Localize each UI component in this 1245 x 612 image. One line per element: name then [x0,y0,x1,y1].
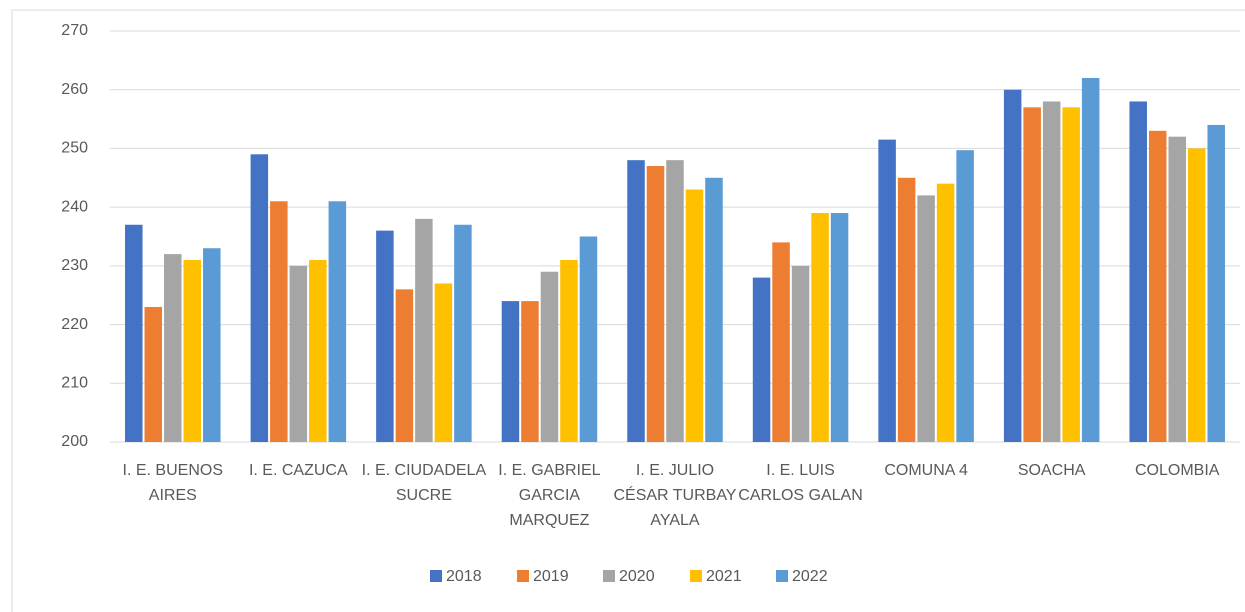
bar [1187,148,1206,442]
bar [917,195,935,442]
legend-swatch [603,570,615,582]
bar [830,213,849,442]
y-tick-label: 210 [61,375,88,392]
legend-label: 2019 [533,568,569,585]
bar [415,218,433,442]
bar [646,166,665,443]
x-tick-label: I. E. CAZUCA [248,462,348,479]
bar [752,277,771,442]
bar [144,306,163,442]
bar [183,259,202,442]
y-tick-label: 200 [61,433,88,450]
bar [1081,77,1100,442]
bar [203,248,221,442]
bar [250,154,269,443]
bar [685,189,704,442]
bar [270,201,288,442]
bar [936,183,955,442]
bar [791,265,810,442]
bar [454,224,472,442]
bar [956,150,974,442]
bar [501,301,520,442]
legend-swatch [517,570,529,582]
bar [1023,107,1041,442]
y-tick-label: 240 [61,198,88,215]
x-tick-label: I. E. JULIO CÉSAR TURBAY AYALA [613,462,737,529]
legend-label: 2018 [446,568,482,585]
bar [540,271,559,442]
bar [811,213,829,442]
bar [125,224,143,442]
legend-label: 2022 [792,568,828,585]
bar [289,265,308,442]
bar [579,236,598,442]
bar [328,201,347,442]
y-tick-label: 230 [61,257,88,274]
bar [395,289,414,442]
x-tick-label: I. E. GABRIEL GARCIA MARQUEZ [498,462,601,529]
bar [1129,101,1147,442]
bar [434,283,453,442]
bar [1148,130,1167,443]
y-tick-label: 260 [61,81,88,98]
bar [772,242,790,442]
y-tick-label: 250 [61,140,88,157]
y-tick-label: 270 [61,22,88,39]
bar [1062,107,1080,442]
legend-swatch [776,570,788,582]
bar [164,254,182,442]
bar [1003,89,1022,442]
x-tick-label: COLOMBIA [1134,462,1220,479]
x-tick-label: COMUNA 4 [884,462,968,479]
legend-swatch [690,570,702,582]
x-tick-label: I. E. BUENOS AIRES [122,462,223,504]
bar [705,177,723,443]
bar [666,160,684,442]
bar [560,259,578,442]
bar [309,259,327,442]
legend-swatch [430,570,442,582]
bar [376,230,394,442]
x-tick-label: SOACHA [1017,462,1086,479]
bar [878,139,896,442]
y-tick-label: 220 [61,316,88,333]
legend-label: 2020 [619,568,655,585]
chart-border [11,9,1245,612]
bar [521,301,539,442]
legend-label: 2021 [706,568,742,585]
bar [1168,136,1186,442]
bar [627,160,645,442]
x-tick-label: I. E. CIUDADELA SUCRE [361,462,487,504]
bar [897,177,916,443]
bar [1042,101,1061,442]
bar [1207,124,1225,442]
x-tick-label: I. E. LUIS CARLOS GALAN [738,462,863,504]
